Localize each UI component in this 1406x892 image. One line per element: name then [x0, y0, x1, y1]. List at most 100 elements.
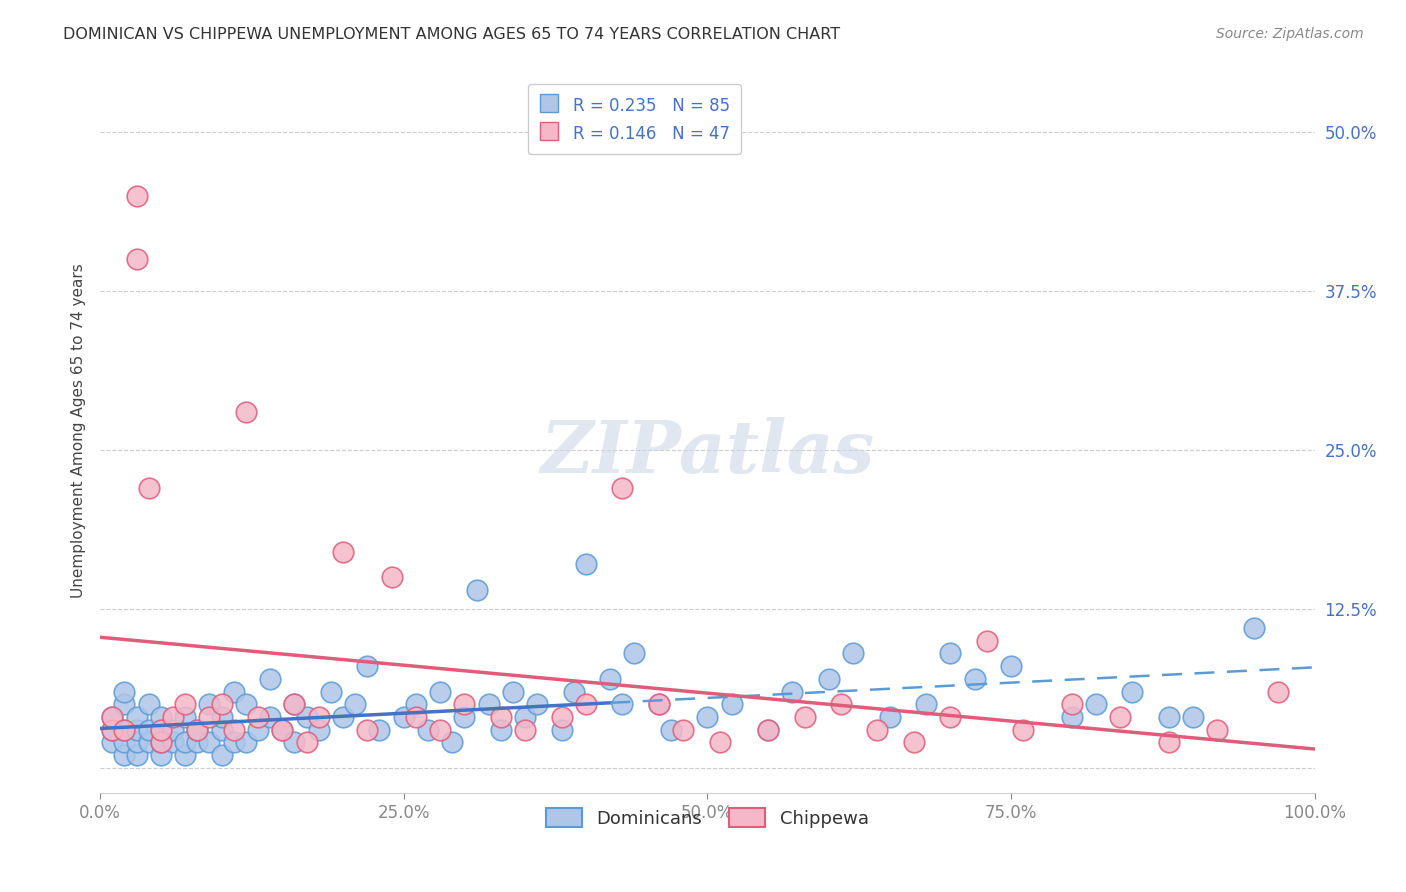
Point	[149, 735, 172, 749]
Point	[575, 558, 598, 572]
Y-axis label: Unemployment Among Ages 65 to 74 years: Unemployment Among Ages 65 to 74 years	[72, 263, 86, 599]
Point	[332, 545, 354, 559]
Point	[283, 735, 305, 749]
Point	[125, 735, 148, 749]
Point	[222, 723, 245, 737]
Point	[1206, 723, 1229, 737]
Point	[1157, 735, 1180, 749]
Point	[174, 710, 197, 724]
Point	[295, 735, 318, 749]
Point	[1012, 723, 1035, 737]
Point	[125, 188, 148, 202]
Point	[453, 710, 475, 724]
Point	[112, 748, 135, 763]
Point	[149, 723, 172, 737]
Point	[526, 698, 548, 712]
Point	[211, 710, 233, 724]
Point	[515, 723, 537, 737]
Point	[235, 735, 257, 749]
Point	[756, 723, 779, 737]
Point	[405, 698, 427, 712]
Point	[125, 748, 148, 763]
Point	[550, 710, 572, 724]
Point	[356, 659, 378, 673]
Point	[562, 684, 585, 698]
Point	[1109, 710, 1132, 724]
Point	[138, 698, 160, 712]
Point	[939, 710, 962, 724]
Point	[149, 723, 172, 737]
Point	[235, 698, 257, 712]
Point	[101, 723, 124, 737]
Point	[138, 481, 160, 495]
Point	[793, 710, 815, 724]
Point	[515, 710, 537, 724]
Point	[174, 698, 197, 712]
Point	[174, 735, 197, 749]
Point	[575, 698, 598, 712]
Point	[550, 723, 572, 737]
Point	[709, 735, 731, 749]
Point	[138, 735, 160, 749]
Point	[1085, 698, 1108, 712]
Point	[502, 684, 524, 698]
Point	[478, 698, 501, 712]
Point	[465, 582, 488, 597]
Point	[112, 684, 135, 698]
Point	[817, 672, 839, 686]
Point	[186, 723, 208, 737]
Point	[842, 647, 865, 661]
Point	[271, 723, 294, 737]
Point	[416, 723, 439, 737]
Legend: Dominicans, Chippewa: Dominicans, Chippewa	[538, 801, 876, 835]
Text: DOMINICAN VS CHIPPEWA UNEMPLOYMENT AMONG AGES 65 TO 74 YEARS CORRELATION CHART: DOMINICAN VS CHIPPEWA UNEMPLOYMENT AMONG…	[63, 27, 841, 42]
Point	[1060, 698, 1083, 712]
Point	[211, 748, 233, 763]
Point	[319, 684, 342, 698]
Point	[356, 723, 378, 737]
Point	[915, 698, 938, 712]
Point	[672, 723, 695, 737]
Point	[198, 710, 221, 724]
Point	[344, 698, 367, 712]
Point	[696, 710, 718, 724]
Point	[1243, 621, 1265, 635]
Point	[283, 698, 305, 712]
Point	[405, 710, 427, 724]
Point	[101, 710, 124, 724]
Point	[720, 698, 742, 712]
Point	[332, 710, 354, 724]
Point	[149, 710, 172, 724]
Point	[623, 647, 645, 661]
Point	[101, 735, 124, 749]
Point	[211, 723, 233, 737]
Point	[612, 698, 634, 712]
Point	[174, 748, 197, 763]
Point	[112, 735, 135, 749]
Point	[101, 723, 124, 737]
Point	[1000, 659, 1022, 673]
Point	[368, 723, 391, 737]
Point	[162, 723, 184, 737]
Point	[259, 710, 281, 724]
Point	[756, 723, 779, 737]
Point	[198, 698, 221, 712]
Point	[599, 672, 621, 686]
Point	[830, 698, 852, 712]
Point	[259, 672, 281, 686]
Point	[879, 710, 901, 724]
Point	[429, 684, 451, 698]
Point	[211, 698, 233, 712]
Point	[247, 710, 270, 724]
Point	[149, 735, 172, 749]
Point	[162, 710, 184, 724]
Point	[198, 735, 221, 749]
Point	[648, 698, 671, 712]
Point	[1060, 710, 1083, 724]
Point	[112, 723, 135, 737]
Point	[976, 633, 998, 648]
Point	[186, 723, 208, 737]
Point	[1182, 710, 1205, 724]
Point	[939, 647, 962, 661]
Point	[381, 570, 404, 584]
